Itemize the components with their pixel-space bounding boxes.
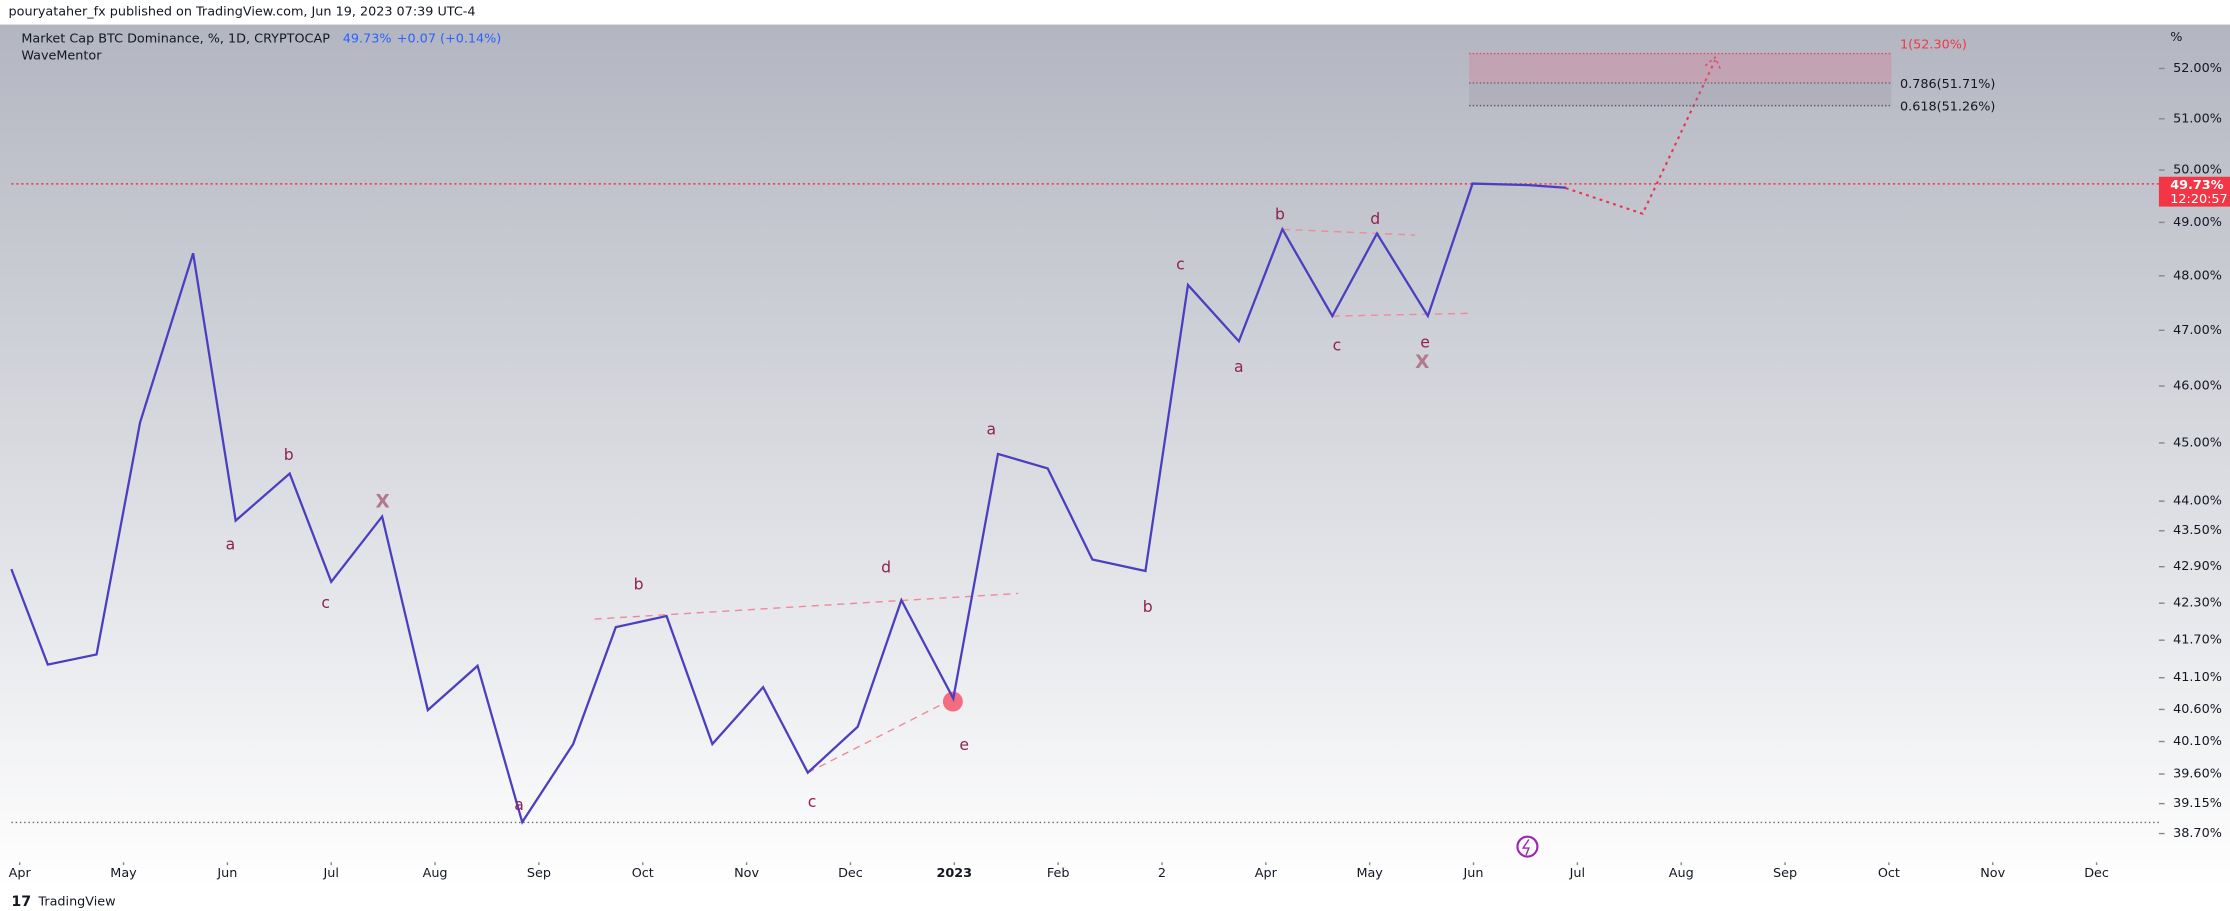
y-tick-label: 42.90% — [2173, 559, 2222, 574]
wave-label: X — [375, 491, 389, 512]
y-tick-label: 48.00% — [2173, 268, 2222, 283]
y-tick-label: 47.00% — [2173, 323, 2222, 338]
published: pouryataher_fx published on TradingView.… — [9, 4, 476, 19]
wave-label: b — [284, 445, 294, 464]
triangle-lines — [594, 228, 1472, 774]
logo: 17 — [11, 894, 31, 910]
wave-label: b — [634, 574, 644, 593]
wave-label: a — [514, 795, 524, 814]
y-tick-label: 40.60% — [2173, 702, 2222, 717]
fib-zone — [1469, 53, 1892, 83]
wave-label: X — [1415, 352, 1429, 373]
y-tick-label: 39.15% — [2173, 796, 2222, 811]
x-tick-label: Jul — [323, 866, 339, 881]
y-tick-label: 49.00% — [2173, 215, 2222, 230]
y-tick-label: 41.70% — [2173, 633, 2222, 648]
x-tick-label: Apr — [9, 866, 32, 881]
wave-label: d — [881, 557, 891, 576]
indicator: WaveMentor — [21, 48, 102, 63]
x-tick-label: Sep — [527, 866, 551, 881]
y-tick-label: 52.00% — [2173, 61, 2222, 76]
x-tick-label: May — [1356, 866, 1383, 881]
x-tick-label: Oct — [632, 866, 654, 881]
x-tick-label: Oct — [1878, 866, 1900, 881]
event-bolt — [1521, 839, 1530, 856]
wave-label: c — [1176, 254, 1185, 273]
y-tick-label: 51.00% — [2173, 111, 2222, 126]
plot-background — [0, 24, 2230, 888]
x-tick-label: Jun — [1463, 866, 1484, 881]
x-tick-label: Nov — [734, 866, 759, 881]
price-tag — [2158, 176, 2230, 207]
x-tick-label: Aug — [1669, 866, 1694, 881]
legend-value: 49.73% — [343, 31, 392, 46]
event-icon — [1516, 835, 1539, 858]
x-tick-label: 2 — [1158, 866, 1166, 881]
wave-label: b — [1275, 205, 1285, 224]
y-tick-label: 45.00% — [2173, 435, 2222, 450]
x-tick-label: Jun — [216, 866, 237, 881]
series-line — [10, 182, 1567, 825]
fib-zone — [1469, 82, 1892, 106]
y-tick-label: 39.60% — [2173, 767, 2222, 782]
wave-label: c — [808, 792, 817, 811]
fib-label: 0.786(51.71%) — [1900, 77, 1995, 92]
x-tick-label: Apr — [1255, 866, 1278, 881]
wave-label: e — [959, 735, 969, 754]
projection — [1565, 59, 1717, 216]
x-tick-label: Jul — [1569, 866, 1585, 881]
x-tick-label: May — [110, 866, 137, 881]
x-tick-label: Aug — [423, 866, 448, 881]
y-tick-label: 38.70% — [2173, 826, 2222, 841]
y-tick-label: 40.10% — [2173, 734, 2222, 749]
x-tick-label: Sep — [1773, 866, 1797, 881]
wave-label: c — [321, 593, 330, 612]
countdown: 12:20:57 — [2170, 192, 2227, 207]
y-unit: % — [2170, 30, 2182, 45]
legend-title: Market Cap BTC Dominance, %, 1D, CRYPTOC… — [21, 31, 330, 46]
footer-brand: TradingView — [37, 895, 115, 910]
wave-label: c — [1333, 335, 1342, 354]
x-tick-label: Feb — [1047, 866, 1070, 881]
wave-label: a — [986, 419, 996, 438]
legend-change: +0.07 (+0.14%) — [397, 31, 502, 46]
y-tick-label: 43.50% — [2173, 523, 2222, 538]
x-tick-label: Dec — [2084, 866, 2109, 881]
y-tick-label: 41.10% — [2173, 670, 2222, 685]
wave-label: e — [1420, 333, 1430, 352]
y-tick-label: 42.30% — [2173, 596, 2222, 611]
x-tick-label: Dec — [838, 866, 863, 881]
highlight-dot — [942, 691, 963, 712]
y-tick-label: 44.00% — [2173, 494, 2222, 509]
x-tick-label: Nov — [1980, 866, 2005, 881]
wave-label: a — [226, 535, 236, 554]
x-tick-label: 2023 — [937, 866, 973, 881]
y-tick-label: 46.00% — [2173, 379, 2222, 394]
fib-label: 1(52.30%) — [1900, 38, 1967, 53]
wave-label: a — [1234, 357, 1244, 376]
wave-label: d — [1370, 209, 1380, 228]
fib-label: 0.618(51.26%) — [1900, 100, 1995, 115]
wave-label: b — [1143, 597, 1153, 616]
projection-arrow — [1704, 56, 1722, 71]
y-tick-label: 50.00% — [2173, 163, 2222, 178]
price-label: 49.73% — [2170, 178, 2223, 193]
